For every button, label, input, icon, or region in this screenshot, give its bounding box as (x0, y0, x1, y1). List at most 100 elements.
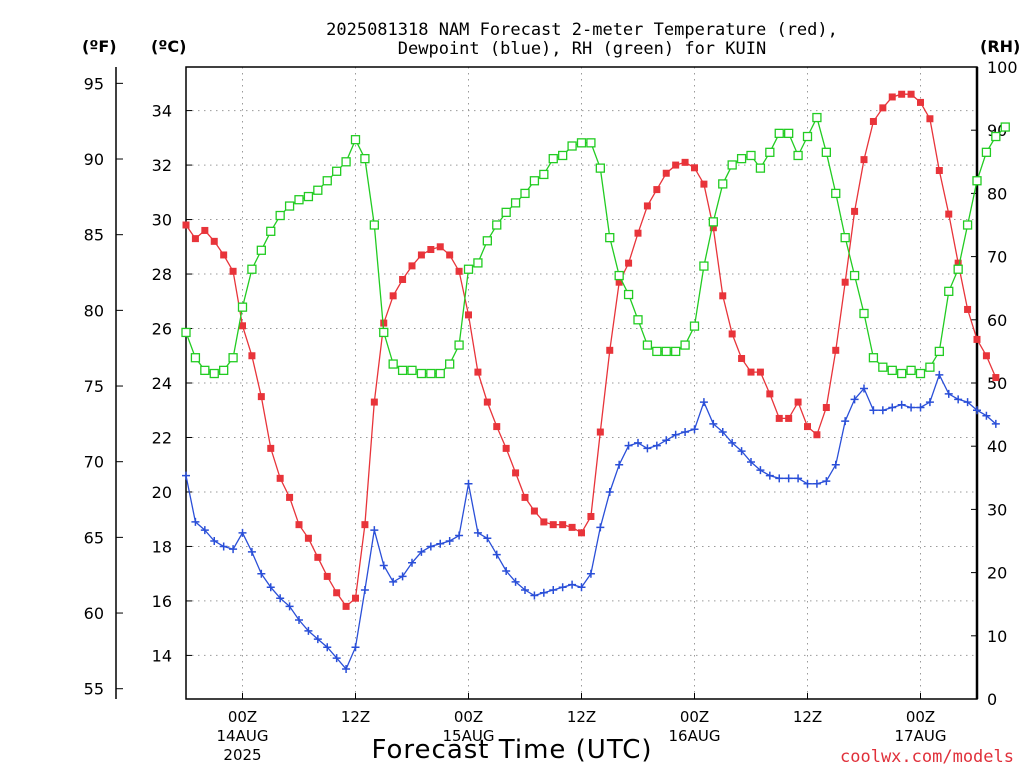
dewpoint-point (511, 577, 520, 586)
rh-point (699, 261, 709, 271)
dewpoint-point (756, 466, 765, 475)
dewpoint-point (747, 458, 755, 466)
rh-unit-label: (RH) (980, 37, 1020, 56)
dewpoint-point (690, 425, 699, 434)
rh-point (962, 220, 973, 230)
rh-tick-label: 80 (987, 184, 1007, 203)
temperature-point (465, 311, 472, 319)
temperature-point (672, 161, 680, 169)
temperature-point (286, 493, 294, 501)
temperature-point (728, 330, 736, 338)
celsius-tick-label: 18 (152, 537, 172, 556)
rh-point (247, 264, 257, 274)
dewpoint-point (925, 398, 934, 407)
rh-tick-label: 20 (987, 564, 1007, 583)
temperature-point (898, 90, 906, 98)
rh-point (510, 198, 521, 208)
fahrenheit-tick-label: 60 (84, 604, 104, 623)
x-tick-date-label: 15AUG (443, 727, 495, 745)
rh-point (294, 195, 304, 205)
rh-point (313, 185, 323, 195)
rh-point (812, 112, 822, 123)
temperature-point (973, 335, 981, 343)
dewpoint-point (963, 398, 972, 407)
temperature-point (634, 229, 642, 237)
dewpoint-point (521, 586, 529, 595)
dewpoint-point (502, 566, 511, 575)
dewpoint-point (360, 586, 369, 595)
dewpoint-point (313, 635, 322, 644)
dewpoint-point (530, 591, 539, 600)
temperature-point (822, 404, 830, 412)
rh-point (652, 346, 662, 357)
dewpoint-point (455, 531, 464, 540)
rh-point (859, 308, 869, 319)
temperature-point (775, 414, 783, 422)
temperature-point (578, 529, 585, 537)
rh-tick-label: 30 (987, 500, 1007, 519)
dewpoint-point (586, 569, 595, 578)
rh-point (614, 270, 624, 281)
fahrenheit-tick-label: 90 (84, 150, 104, 169)
rh-point (473, 258, 483, 268)
temperature-point (333, 589, 341, 597)
dewpoint-point (295, 616, 303, 624)
dewpoint-point (464, 479, 473, 488)
rh-point (972, 176, 982, 186)
temperature-point (785, 414, 793, 422)
rh-point (981, 147, 992, 157)
rh-point (548, 153, 558, 164)
dewpoint-point (304, 626, 313, 635)
rh-point (944, 286, 954, 297)
temperature-point (813, 431, 821, 439)
temperature-point (530, 507, 538, 515)
dewpoint-point (276, 594, 285, 603)
dewpoint-point (850, 395, 859, 404)
x-tick-label: 00Z (454, 708, 483, 726)
temperature-point (417, 251, 425, 259)
dewpoint-point (935, 370, 944, 379)
rh-tick-label: 40 (987, 437, 1007, 456)
rh-point (445, 359, 455, 369)
temperature-point (625, 259, 633, 267)
rh-point (237, 302, 248, 312)
temperature-point (606, 346, 614, 354)
temperature-point (869, 117, 877, 125)
rh-point (755, 163, 766, 173)
celsius-tick-label: 26 (152, 320, 172, 339)
dewpoint-point (191, 517, 200, 526)
celsius-tick-label: 20 (152, 483, 172, 502)
temperature-point (389, 292, 397, 300)
dewpoint-point (568, 580, 577, 589)
dewpoint-point (860, 384, 868, 393)
temperature-point (691, 164, 698, 172)
x-tick-label: 12Z (793, 708, 822, 726)
dewpoint-point (473, 528, 482, 537)
temperature-point (380, 319, 388, 327)
rh-point (765, 147, 775, 157)
rh-point (689, 321, 700, 331)
x-tick-label: 12Z (341, 708, 370, 726)
rh-point (181, 327, 191, 338)
x-tick-label: 00Z (906, 708, 935, 726)
temperature-point (342, 602, 350, 610)
dewpoint-point (247, 547, 256, 556)
rh-point (736, 153, 747, 164)
rh-point (379, 327, 389, 338)
x-tick-date-label: 17AUG (895, 727, 947, 745)
dewpoint-point (417, 547, 426, 556)
x-tick-date-label: 14AUG (217, 727, 269, 745)
fahrenheit-tick-label: 55 (84, 680, 104, 699)
dewpoint-point (238, 528, 247, 537)
rh-point (350, 135, 361, 145)
rh-point (633, 315, 643, 325)
credit-text: coolwx.com/models (840, 747, 1014, 767)
rh-point (360, 153, 370, 164)
dewpoint-point (266, 583, 275, 592)
rh-tick-label: 100 (987, 58, 1018, 77)
rh-point (746, 150, 756, 161)
rh-point (454, 340, 464, 350)
fahrenheit-unit-label: (ºF) (82, 37, 117, 56)
dewpoint-point (699, 398, 708, 407)
rh-point (426, 368, 436, 379)
